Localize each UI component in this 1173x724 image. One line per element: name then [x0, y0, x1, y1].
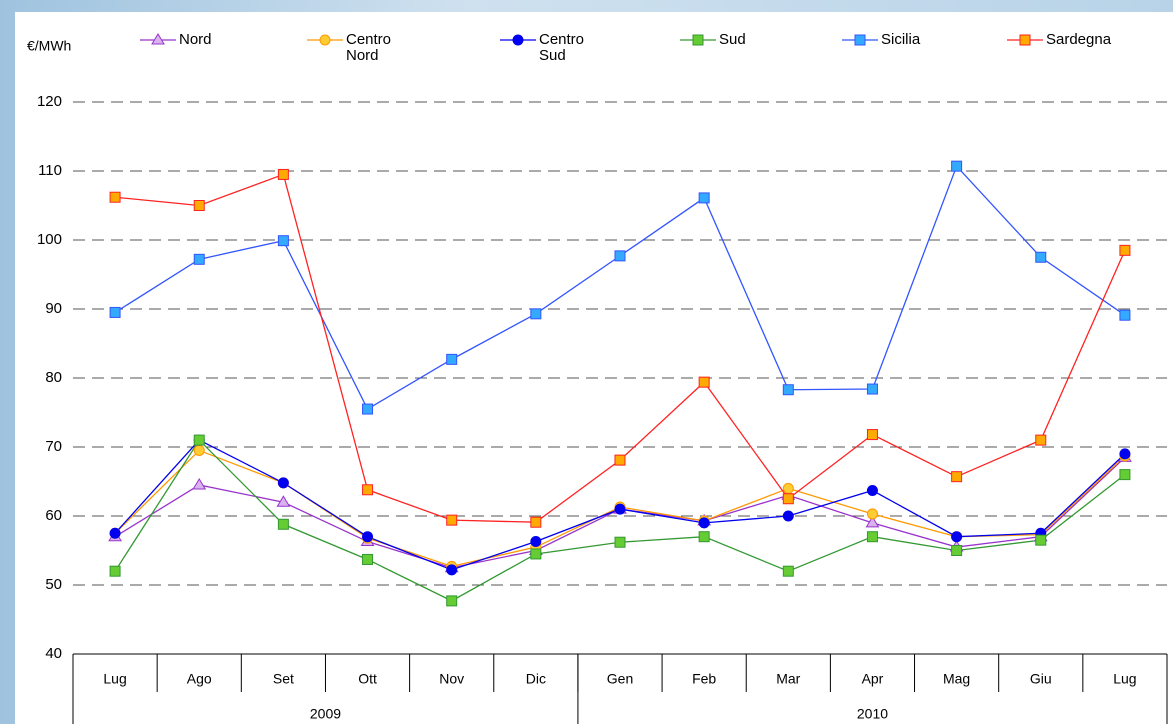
- legend-label: Sud: [719, 31, 746, 48]
- x-tick-label: Giu: [1030, 671, 1052, 687]
- marker: [698, 517, 710, 529]
- marker: [362, 484, 374, 496]
- marker: [698, 192, 710, 204]
- marker: [951, 160, 963, 172]
- marker: [866, 508, 878, 520]
- marker: [1035, 534, 1047, 546]
- marker: [193, 434, 205, 446]
- marker: [614, 503, 626, 515]
- marker: [530, 308, 542, 320]
- marker: [109, 565, 121, 577]
- marker: [866, 429, 878, 441]
- x-tick-label: Ago: [187, 671, 212, 687]
- marker: [109, 527, 121, 539]
- marker: [951, 471, 963, 483]
- marker: [782, 384, 794, 396]
- x-tick-label: Nov: [439, 671, 464, 687]
- marker: [782, 493, 794, 505]
- marker: [192, 477, 207, 490]
- legend-label: Centro Sud: [539, 31, 585, 64]
- x-tick-label: Apr: [862, 671, 884, 687]
- marker: [865, 515, 880, 528]
- x-tick-label: Lug: [103, 671, 126, 687]
- marker: [277, 477, 289, 489]
- marker: [1119, 469, 1131, 481]
- marker: [1019, 34, 1031, 46]
- legend-label: Nord: [179, 31, 212, 48]
- marker: [1035, 251, 1047, 263]
- marker: [512, 34, 524, 46]
- y-tick-label: 90: [45, 300, 62, 317]
- marker: [362, 531, 374, 543]
- x-tick-label: Ott: [358, 671, 377, 687]
- marker: [866, 484, 878, 496]
- marker: [446, 564, 458, 576]
- chart-panel: [15, 12, 1173, 724]
- marker: [854, 34, 866, 46]
- marker: [109, 306, 121, 318]
- marker: [193, 444, 205, 456]
- marker: [530, 536, 542, 548]
- y-tick-label: 70: [45, 438, 62, 455]
- y-tick-label: 60: [45, 507, 62, 524]
- marker: [446, 353, 458, 365]
- y-tick-label: 80: [45, 369, 62, 386]
- marker: [446, 595, 458, 607]
- marker: [698, 531, 710, 543]
- marker: [1035, 434, 1047, 446]
- marker: [193, 253, 205, 265]
- marker: [614, 536, 626, 548]
- marker: [614, 250, 626, 262]
- y-tick-label: 50: [45, 576, 62, 593]
- marker: [193, 200, 205, 211]
- year-label: 2009: [310, 706, 341, 722]
- marker: [277, 518, 289, 530]
- x-tick-label: Dic: [526, 671, 546, 687]
- x-tick-label: Feb: [692, 671, 716, 687]
- marker: [362, 403, 374, 415]
- marker: [277, 168, 289, 180]
- marker: [951, 545, 963, 556]
- marker: [277, 235, 289, 247]
- marker: [866, 531, 878, 543]
- legend-label: Sardegna: [1046, 31, 1112, 48]
- y-tick-label: 110: [38, 162, 62, 179]
- y-unit: €/MWh: [27, 38, 71, 54]
- marker: [951, 531, 963, 543]
- marker: [782, 565, 794, 577]
- marker: [530, 516, 542, 528]
- y-tick-label: 100: [37, 231, 62, 248]
- marker: [109, 191, 121, 203]
- marker: [362, 553, 374, 565]
- marker: [530, 548, 542, 560]
- marker: [276, 495, 291, 507]
- marker: [782, 482, 794, 494]
- x-tick-label: Lug: [1113, 671, 1136, 687]
- marker: [1119, 244, 1131, 256]
- marker: [614, 454, 626, 466]
- y-tick-label: 120: [37, 93, 62, 110]
- marker: [692, 34, 704, 46]
- x-tick-label: Set: [273, 671, 294, 687]
- y-tick-label: 40: [45, 645, 62, 662]
- x-tick-label: Mag: [943, 671, 970, 687]
- legend-label: Centro Nord: [346, 31, 392, 64]
- legend-label: Sicilia: [881, 31, 921, 48]
- marker: [866, 383, 878, 395]
- marker: [151, 33, 165, 45]
- marker: [319, 34, 331, 46]
- marker: [1119, 309, 1131, 321]
- x-tick-label: Mar: [776, 671, 800, 687]
- marker: [1119, 448, 1131, 460]
- marker: [698, 376, 710, 388]
- x-tick-label: Gen: [607, 671, 633, 687]
- marker: [782, 510, 794, 522]
- marker: [446, 514, 458, 526]
- year-label: 2010: [857, 706, 888, 722]
